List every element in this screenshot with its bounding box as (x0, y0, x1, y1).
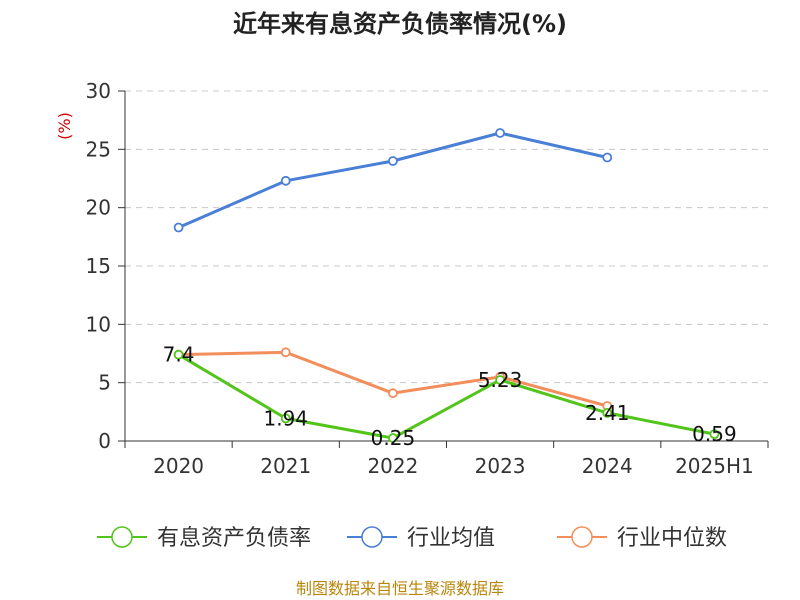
y-tick-label-15: 15 (86, 254, 111, 278)
legend-marker-2 (571, 526, 593, 548)
x-tick-label-2023: 2023 (475, 454, 526, 478)
series-2-point-2022 (388, 388, 398, 399)
legend-label-1: 行业均值 (407, 526, 495, 551)
x-tick-label-2022: 2022 (367, 454, 418, 478)
series-0-point-2024 (602, 407, 613, 418)
axes: 0 5 10 15 20 25 30 2020 2021 2022 2023 2024 2025H1 (86, 79, 769, 478)
legend: 有息资产负债率 行业均值 行业中位数 (97, 526, 727, 551)
legend-label-0: 有息资产负债率 (157, 526, 311, 551)
source-note: 制图数据来自恒生聚源数据库 (296, 579, 504, 598)
series-1-point-2020 (173, 222, 184, 233)
series-0-point-2020 (173, 349, 184, 360)
series-line-0 (177, 353, 715, 440)
y-tick-label-30: 30 (86, 79, 111, 103)
series-1-point-2024 (602, 152, 613, 163)
y-tick-label-10: 10 (86, 312, 111, 336)
y-tick-label-5: 5 (98, 371, 111, 395)
series-2-point-2021 (280, 347, 291, 358)
legend-label-2: 行业中位数 (617, 526, 727, 551)
data-label-2022: 0.25 (371, 426, 416, 450)
y-tick-label-20: 20 (86, 196, 111, 220)
data-labels: 7.4 1.94 0.25 5.23 2.41 0.59 (163, 343, 737, 450)
chart-title: 近年来有息资产负债率情况(%) (233, 10, 567, 38)
legend-marker-1 (361, 526, 383, 548)
data-label-2024: 2.41 (585, 401, 630, 425)
x-tick-label-2021: 2021 (260, 454, 311, 478)
series-line-1 (177, 131, 608, 229)
y-tick-label-25: 25 (86, 137, 111, 161)
series-0-point-2023 (495, 375, 505, 385)
series-0-point-2022 (388, 433, 398, 443)
data-label-2021: 1.94 (263, 406, 308, 430)
y-axis-label: (%) (55, 112, 74, 140)
series-0-point-2025H1 (709, 429, 720, 440)
series-1-point-2023 (495, 128, 505, 138)
series-1-point-2021 (280, 175, 291, 186)
series-layer (173, 128, 720, 443)
series-0-point-2021 (280, 413, 291, 424)
x-tick-label-2024: 2024 (582, 454, 633, 478)
x-tick-label-2020: 2020 (153, 454, 204, 478)
data-label-2020: 7.4 (163, 343, 195, 367)
data-label-2025H1: 0.59 (692, 422, 737, 446)
grid-lines (125, 90, 768, 384)
y-tick-label-0: 0 (98, 429, 111, 453)
legend-marker-0 (111, 526, 133, 548)
x-tick-label-2025H1: 2025H1 (675, 454, 754, 478)
series-1-point-2022 (388, 156, 398, 166)
data-label-2023: 5.23 (478, 368, 523, 392)
